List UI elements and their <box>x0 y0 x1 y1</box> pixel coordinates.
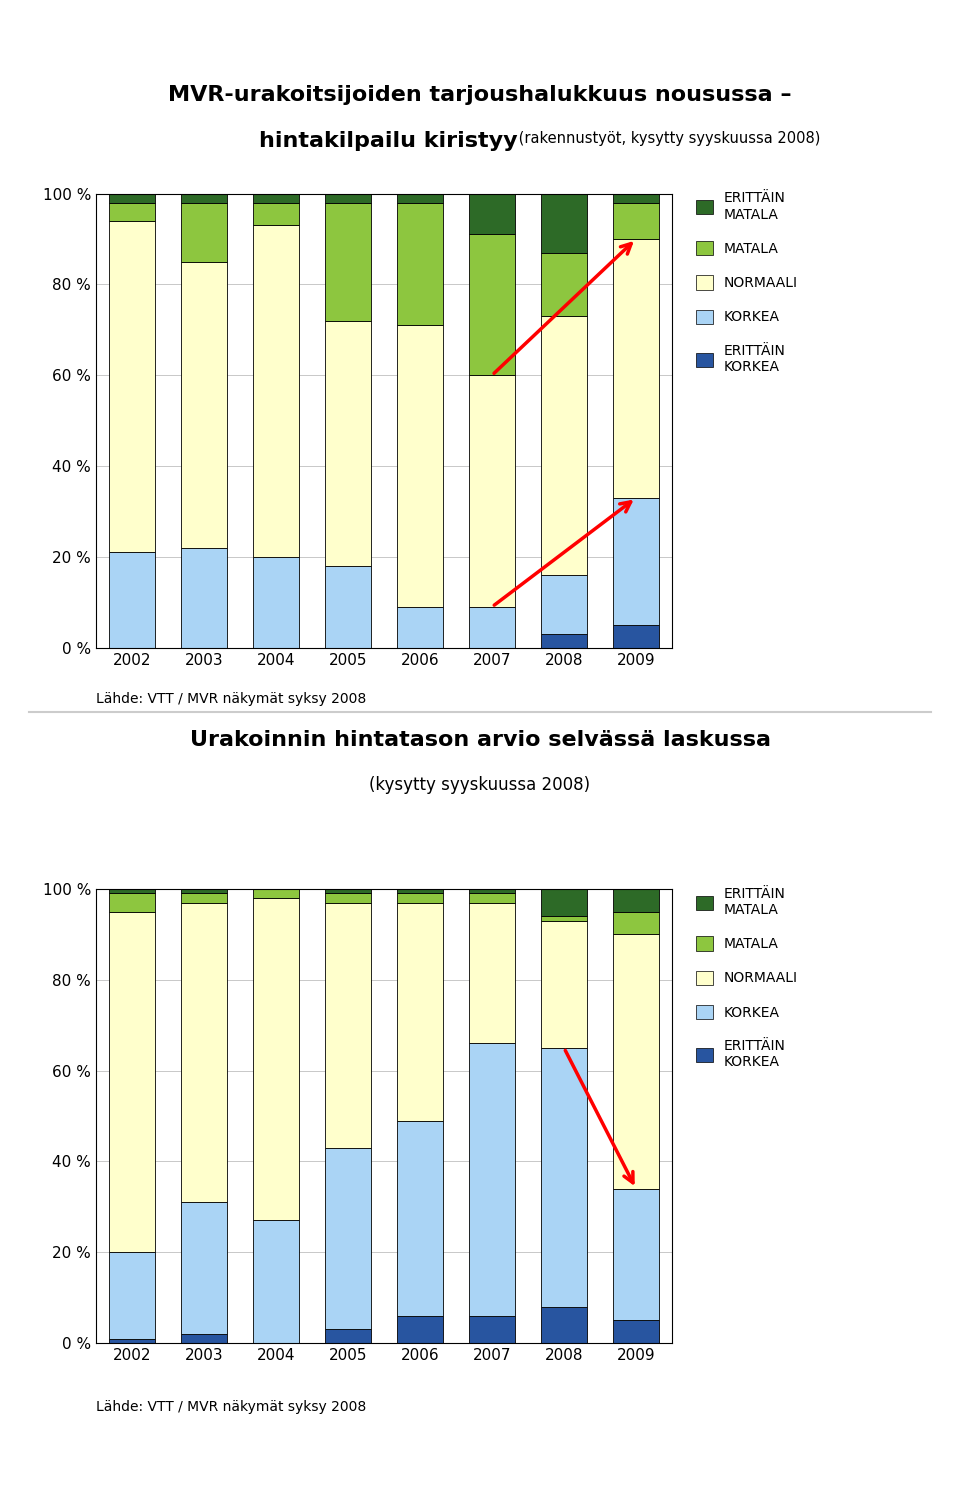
Text: Lähde: VTT / MVR näkymät syksy 2008: Lähde: VTT / MVR näkymät syksy 2008 <box>96 692 367 706</box>
Bar <box>108 893 156 911</box>
Bar <box>324 893 372 902</box>
Bar <box>540 1307 588 1343</box>
Bar <box>108 889 156 893</box>
Bar <box>396 203 444 325</box>
Bar <box>540 194 588 253</box>
Bar <box>540 634 588 648</box>
Bar <box>324 1330 372 1343</box>
Bar <box>468 889 516 893</box>
Bar <box>324 203 372 320</box>
Bar <box>468 1316 516 1343</box>
Bar <box>324 194 372 203</box>
Text: (rakennustyöt, kysytty syyskuussa 2008): (rakennustyöt, kysytty syyskuussa 2008) <box>514 131 820 146</box>
Bar <box>324 566 372 648</box>
Bar <box>180 1202 228 1334</box>
Bar <box>468 375 516 608</box>
Bar <box>468 902 516 1044</box>
Bar <box>612 1188 660 1321</box>
Bar <box>108 220 156 552</box>
Bar <box>252 203 300 225</box>
Bar <box>180 262 228 548</box>
Bar <box>396 889 444 893</box>
Legend: ERITTÄIN
MATALA, MATALA, NORMAALI, KORKEA, ERITTÄIN
KORKEA: ERITTÄIN MATALA, MATALA, NORMAALI, KORKE… <box>696 887 798 1069</box>
Bar <box>324 1148 372 1330</box>
Bar <box>180 548 228 648</box>
Bar <box>612 911 660 935</box>
Legend: ERITTÄIN
MATALA, MATALA, NORMAALI, KORKEA, ERITTÄIN
KORKEA: ERITTÄIN MATALA, MATALA, NORMAALI, KORKE… <box>696 192 798 374</box>
Bar <box>180 893 228 902</box>
Text: MVR-urakoitsijoiden tarjoushalukkuus nousussa –: MVR-urakoitsijoiden tarjoushalukkuus nou… <box>168 85 792 104</box>
Bar <box>612 625 660 648</box>
Bar <box>108 194 156 203</box>
Bar <box>324 889 372 893</box>
Bar <box>180 1334 228 1343</box>
Bar <box>468 1044 516 1316</box>
Bar <box>180 194 228 203</box>
Bar <box>252 194 300 203</box>
Bar <box>252 889 300 898</box>
Bar <box>468 194 516 234</box>
Bar <box>612 1321 660 1343</box>
Bar <box>540 889 588 916</box>
Bar <box>540 1048 588 1307</box>
Bar <box>396 325 444 608</box>
Bar <box>252 557 300 648</box>
Bar <box>180 902 228 1202</box>
Bar <box>612 238 660 497</box>
Bar <box>396 1121 444 1316</box>
Text: Urakoinnin hintatason arvio selvässä laskussa: Urakoinnin hintatason arvio selvässä las… <box>189 730 771 749</box>
Bar <box>396 893 444 902</box>
Bar <box>396 902 444 1121</box>
Bar <box>540 316 588 575</box>
Bar <box>540 920 588 1048</box>
Bar <box>540 253 588 316</box>
Bar <box>324 320 372 566</box>
Bar <box>252 1221 300 1343</box>
Bar <box>108 1252 156 1339</box>
Bar <box>612 889 660 911</box>
Bar <box>468 608 516 648</box>
Bar <box>396 608 444 648</box>
Bar <box>108 911 156 1252</box>
Text: Lähde: VTT / MVR näkymät syksy 2008: Lähde: VTT / MVR näkymät syksy 2008 <box>96 1400 367 1413</box>
Bar <box>612 203 660 240</box>
Bar <box>252 225 300 557</box>
Bar <box>252 898 300 1221</box>
Text: (kysytty syyskuussa 2008): (kysytty syyskuussa 2008) <box>370 776 590 794</box>
Bar <box>108 552 156 648</box>
Bar <box>180 889 228 893</box>
Bar <box>396 1316 444 1343</box>
Bar <box>540 575 588 634</box>
Bar <box>324 902 372 1148</box>
Bar <box>180 203 228 262</box>
Bar <box>468 893 516 902</box>
Bar <box>612 194 660 203</box>
Bar <box>108 1339 156 1343</box>
Bar <box>108 203 156 220</box>
Bar <box>396 194 444 203</box>
Bar <box>468 234 516 375</box>
Bar <box>540 916 588 920</box>
Bar <box>612 497 660 625</box>
Text: hintakilpailu kiristyy: hintakilpailu kiristyy <box>259 131 517 150</box>
Bar <box>612 935 660 1188</box>
